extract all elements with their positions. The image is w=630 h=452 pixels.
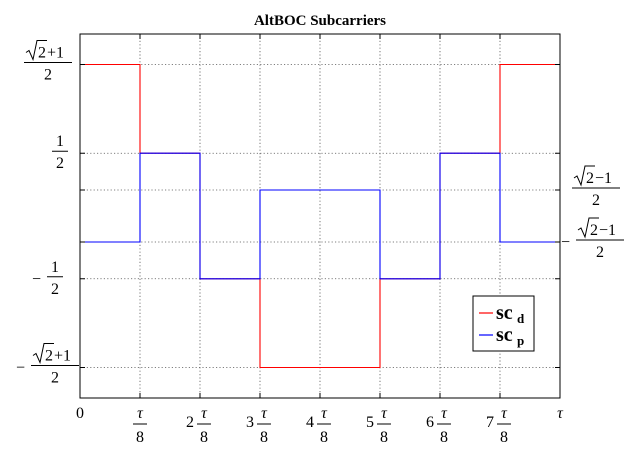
x-tick-denominator: 8 (136, 429, 144, 446)
tick-label-sqrt-arg: 2 (590, 222, 598, 239)
legend-label: sc (496, 302, 513, 324)
x-tick-numerator: τ (321, 405, 328, 422)
x-tick-denominator: 8 (440, 429, 448, 446)
x-tick-numerator: τ (501, 405, 508, 422)
tick-label-denominator: 2 (596, 244, 604, 261)
x-tick-coefficient: 3 (246, 414, 254, 431)
tick-label-numerator: 1 (51, 259, 59, 276)
x-tick-numerator: τ (441, 405, 448, 422)
x-tick-coefficient: 4 (306, 414, 314, 431)
x-tick-label: 4τ 8 (306, 405, 331, 446)
tick-label-minus: − (32, 271, 41, 288)
y-tick-label-right: −2 −12 (561, 217, 624, 261)
tick-label-denominator: 2 (51, 370, 59, 387)
sqrt-icon (577, 217, 599, 239)
x-tick-numerator: τ (261, 405, 268, 422)
x-tick-denominator: 8 (260, 429, 268, 446)
y-tick-label-left: −1 2 (32, 259, 63, 298)
axis-ticks (80, 34, 560, 398)
x-tick-numerator: τ (137, 405, 144, 422)
x-tick-label: 5τ 8 (366, 405, 391, 446)
tick-label-sqrt-arg: 2 (38, 44, 46, 61)
y-tick-label-left: 2 +12 (24, 39, 72, 83)
x-tick-label: 3τ 8 (246, 405, 271, 446)
x-tick-label: τ (557, 405, 564, 422)
legend: sc dsc p (472, 295, 535, 352)
tick-label-numerator: −1 (595, 170, 612, 187)
tick-label-denominator: 2 (44, 66, 52, 83)
tick-label-numerator: 1 (56, 133, 64, 150)
series-line-sc-p (80, 152, 560, 280)
tick-label-denominator: 2 (56, 155, 64, 172)
tick-label-sqrt-arg: 2 (45, 348, 53, 365)
x-tick-coefficient: 7 (486, 414, 494, 431)
series-lines (80, 63, 560, 369)
tick-label-numerator: +1 (47, 44, 64, 61)
x-tick-coefficient: 6 (426, 414, 434, 431)
x-tick-label: 0 (76, 405, 84, 422)
x-tick-denominator: 8 (500, 429, 508, 446)
x-tick-coefficient: 5 (366, 414, 374, 431)
y-tick-label-right: 2 −12 (572, 165, 620, 209)
x-tick-label: τ8 (133, 405, 147, 446)
legend-label-subscript: d (517, 311, 525, 326)
x-tick-label: 6τ 8 (426, 405, 451, 446)
chart-title: AltBOC Subcarriers (254, 13, 386, 29)
x-tick-label: 2τ 8 (186, 405, 211, 446)
tick-label-minus: − (16, 360, 25, 377)
legend-label: sc (496, 324, 513, 346)
legend-box (472, 295, 535, 352)
x-tick-coefficient: 2 (186, 414, 194, 431)
sqrt-icon (573, 165, 595, 187)
x-tick-numerator: τ (201, 405, 208, 422)
x-tick-denominator: 8 (380, 429, 388, 446)
x-tick-label: 7τ 8 (486, 405, 511, 446)
tick-label-minus: − (561, 234, 570, 251)
tick-label-numerator: −1 (599, 222, 616, 239)
tick-label-denominator: 2 (51, 281, 59, 298)
y-tick-label-left: 12 (52, 133, 68, 172)
x-tick-denominator: 8 (200, 429, 208, 446)
tick-label-numerator: +1 (54, 348, 71, 365)
x-tick-denominator: 8 (320, 429, 328, 446)
sqrt-icon (32, 343, 54, 365)
x-tick-numerator: τ (381, 405, 388, 422)
sqrt-icon (25, 39, 47, 62)
y-tick-label-left: −2 +12 (16, 343, 79, 387)
tick-label-denominator: 2 (592, 192, 600, 209)
legend-label-subscript: p (517, 333, 524, 348)
tick-label-sqrt-arg: 2 (586, 170, 594, 187)
